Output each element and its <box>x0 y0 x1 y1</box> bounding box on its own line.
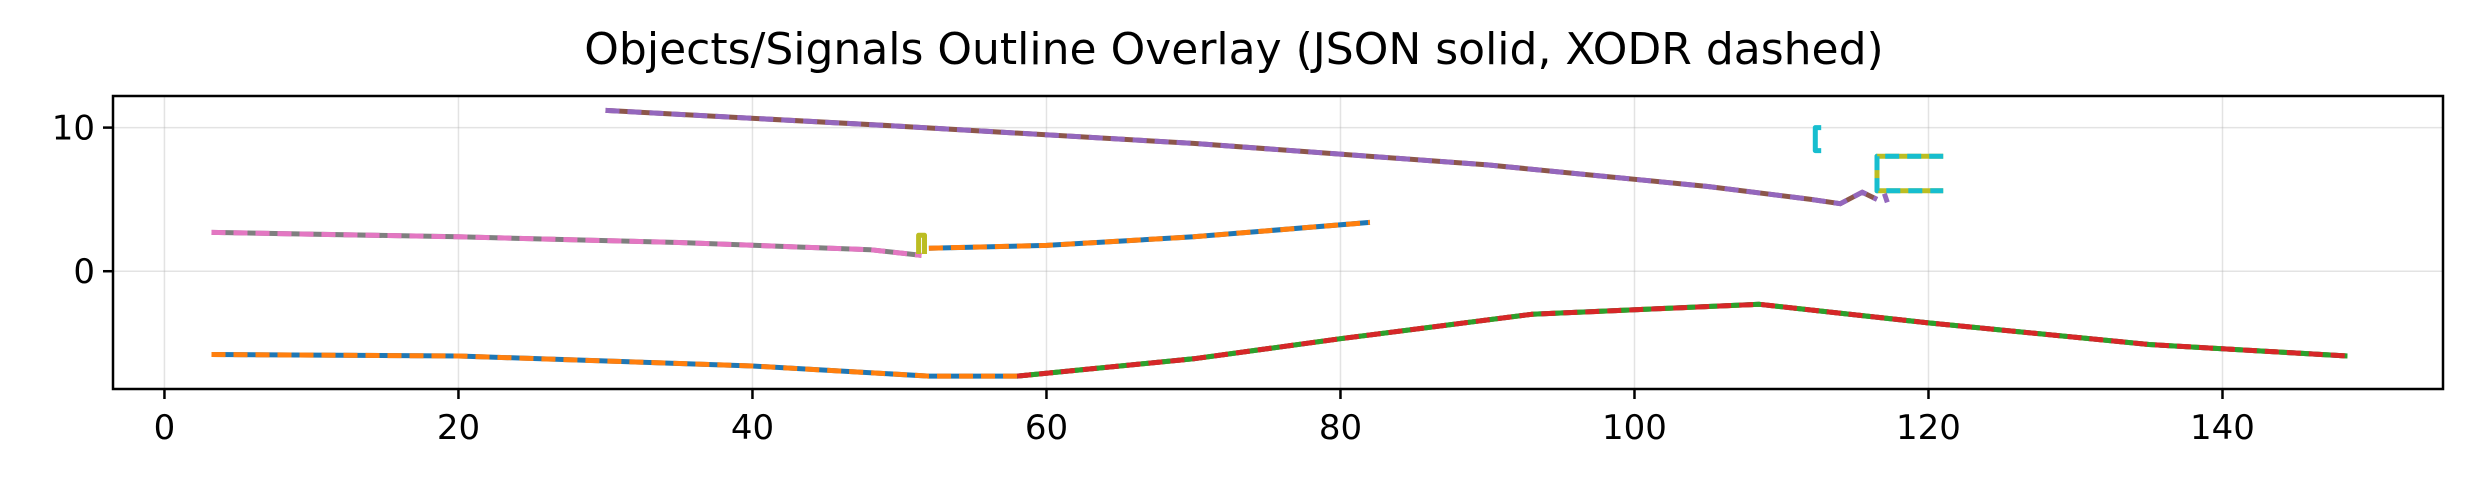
x-tick-label: 40 <box>731 408 774 448</box>
series-line-8 <box>605 107 1879 207</box>
grid <box>113 96 2443 389</box>
x-tick-label: 100 <box>1602 408 1667 448</box>
chart-title: Objects/Signals Outline Overlay (JSON so… <box>584 24 1883 75</box>
series-line-6 <box>211 229 922 258</box>
axis-ticks: 0 20 40 60 80 100 120 140 0 10 <box>52 109 2255 448</box>
plot-series <box>211 107 2348 379</box>
y-tick-label: 0 <box>73 252 95 292</box>
plot-frame <box>111 94 2445 391</box>
x-tick-label: 0 <box>154 408 176 448</box>
x-tick-label: 80 <box>1319 408 1362 448</box>
x-tick-label: 120 <box>1896 408 1961 448</box>
series-line-13 <box>1812 125 1822 154</box>
series-line-7 <box>211 229 922 258</box>
x-tick-label: 20 <box>437 408 480 448</box>
x-tick-label: 60 <box>1025 408 1068 448</box>
series-line-5 <box>928 219 1371 251</box>
series-line-10 <box>916 232 927 254</box>
series-line-3 <box>1016 301 2348 379</box>
series-line-11 <box>1874 153 1944 194</box>
series-line-2 <box>1016 301 2348 379</box>
x-tick-label: 140 <box>2190 408 2255 448</box>
series-line-14 <box>1882 192 1890 204</box>
series-line-0 <box>211 301 2348 379</box>
y-tick-label: 10 <box>52 109 95 149</box>
series-line-1 <box>211 301 2348 379</box>
series-line-12 <box>1874 153 1944 194</box>
series-line-9 <box>605 107 1879 207</box>
